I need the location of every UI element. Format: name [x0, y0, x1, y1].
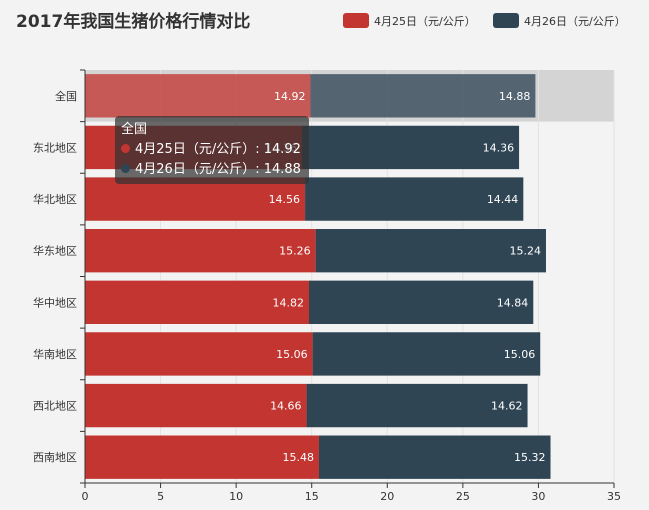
bar-label-2-2: 14.44 [487, 193, 519, 206]
tooltip-row-1: 4月25日（元/公斤）: 14.92 [121, 140, 303, 160]
bar-label-2-3: 15.24 [509, 245, 541, 258]
bar-label-2-1: 14.36 [483, 141, 515, 154]
bar-label-2-0: 14.88 [499, 90, 531, 103]
bar-label-2-5: 15.06 [504, 348, 536, 361]
y-tick-label-3: 华东地区 [33, 244, 77, 258]
chart-title: 2017年我国生猪价格行情对比 [16, 11, 250, 32]
y-tick-label-6: 西北地区 [33, 400, 77, 413]
bar-2-0[interactable] [310, 74, 536, 118]
bar-label-1-3: 15.26 [279, 245, 311, 258]
y-tick-label-2: 华北地区 [33, 192, 77, 206]
legend-label-1[interactable]: 4月25日（元/公斤） [374, 15, 476, 28]
bar-1-7[interactable] [85, 435, 319, 479]
tooltip-dot-2 [121, 164, 130, 173]
bar-2-1[interactable] [302, 125, 520, 170]
y-tick-label-1: 东北地区 [33, 141, 77, 154]
bar-2-3[interactable] [315, 229, 546, 273]
x-tick-label-20: 20 [380, 490, 394, 503]
y-tick-label-5: 华南地区 [33, 347, 77, 361]
bar-1-2[interactable] [85, 177, 306, 221]
bar-label-1-7: 15.48 [282, 451, 314, 464]
y-tick-label-7: 西南地区 [33, 451, 77, 464]
bar-1-3[interactable] [85, 229, 316, 273]
y-tick-label-4: 华中地区 [33, 295, 77, 309]
legend-swatch-1[interactable] [343, 13, 369, 28]
y-tick-label-0: 全国 [55, 89, 77, 103]
x-tick-label-5: 5 [157, 490, 164, 503]
bar-label-1-5: 15.06 [276, 348, 308, 361]
x-tick-label-30: 30 [531, 490, 545, 503]
bar-2-4[interactable] [308, 280, 534, 324]
x-tick-label-25: 25 [456, 490, 470, 503]
legend-swatch-2[interactable] [493, 13, 519, 28]
bar-label-1-4: 14.82 [272, 296, 304, 309]
x-tick-label-35: 35 [607, 490, 621, 503]
x-tick-label-0: 0 [82, 490, 89, 503]
bar-1-6[interactable] [85, 383, 307, 428]
x-tick-label-15: 15 [305, 490, 319, 503]
legend: 4月25日（元/公斤） 4月26日（元/公斤） [343, 13, 626, 28]
bar-label-2-6: 14.62 [491, 400, 523, 413]
bar-2-6[interactable] [306, 383, 528, 428]
tooltip-line-2: 4月26日（元/公斤）: 14.88 [135, 162, 301, 177]
tooltip-dot-1 [121, 144, 130, 153]
bar-2-7[interactable] [318, 435, 551, 479]
bar-label-1-6: 14.66 [270, 400, 302, 413]
bar-1-5[interactable] [85, 332, 313, 376]
x-tick-label-10: 10 [229, 490, 243, 503]
tooltip-row-2: 4月26日（元/公斤）: 14.88 [121, 160, 303, 180]
bar-1-0[interactable] [85, 74, 311, 118]
bar-label-2-7: 15.32 [514, 451, 546, 464]
tooltip-title: 全国 [121, 122, 148, 137]
tooltip-line-1: 4月25日（元/公斤）: 14.92 [135, 142, 301, 157]
bar-2-2[interactable] [305, 177, 524, 221]
bar-label-2-4: 14.84 [497, 296, 529, 309]
tooltip: 全国 4月25日（元/公斤）: 14.92 4月26日（元/公斤）: 14.88 [115, 116, 309, 184]
legend-label-2[interactable]: 4月26日（元/公斤） [524, 15, 626, 28]
bar-label-1-2: 14.56 [269, 193, 301, 206]
bar-1-4[interactable] [85, 280, 309, 324]
bar-label-1-0: 14.92 [274, 90, 306, 103]
bar-2-5[interactable] [312, 332, 541, 376]
